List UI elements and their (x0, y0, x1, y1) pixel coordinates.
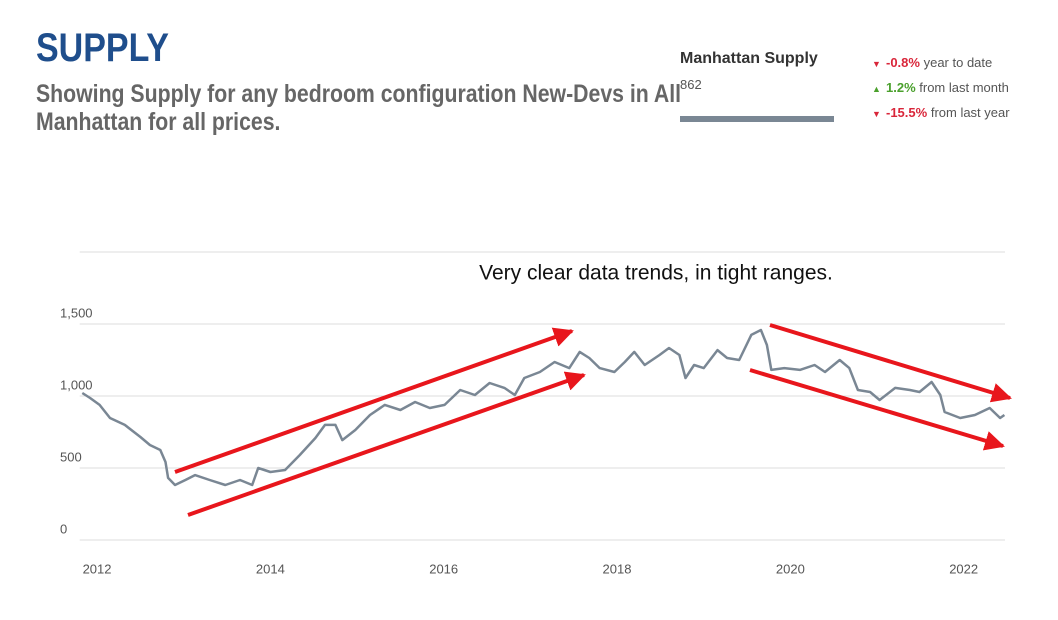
stat-label: from last month (919, 80, 1009, 95)
supply-line (81, 328, 1006, 487)
stat: ▲ 1.2% from last month (872, 80, 1009, 95)
subtitle: Showing Supply for any bedroom configura… (36, 80, 682, 136)
title: SUPPLY (36, 26, 169, 70)
stat-change: -15.5% (886, 105, 928, 120)
y-tick-label: 0 (60, 521, 67, 536)
x-tick-label: 2016 (429, 561, 458, 576)
y-tick-label: 1,000 (60, 377, 93, 392)
stat-change: 1.2% (886, 80, 916, 95)
x-tick-label: 2020 (776, 561, 805, 576)
stat-change: -0.8% (886, 55, 920, 70)
x-tick-label: 2014 (256, 561, 285, 576)
x-tick-label: 2012 (83, 561, 112, 576)
arrow (187, 371, 586, 517)
stat-label: from last year (930, 105, 1010, 120)
arrow (174, 327, 574, 474)
annotation: Very clear data trends, in tight ranges. (479, 262, 833, 285)
stat: ▼ -0.8% year to date (872, 55, 993, 70)
y-tick-label: 500 (60, 449, 82, 464)
panel-value: 862 (680, 77, 702, 92)
x-tick-label: 2022 (949, 561, 978, 576)
panel-bar (680, 116, 834, 122)
stat-label: year to date (923, 55, 993, 70)
x-tick-label: 2018 (603, 561, 632, 576)
stat: ▼ -15.5% from last year (872, 105, 1010, 120)
arrow (769, 323, 1012, 403)
arrow (749, 368, 1005, 451)
trend-arrows (174, 323, 1012, 517)
panel-name: Manhattan Supply (680, 50, 818, 67)
y-tick-label: 1,500 (60, 305, 93, 320)
